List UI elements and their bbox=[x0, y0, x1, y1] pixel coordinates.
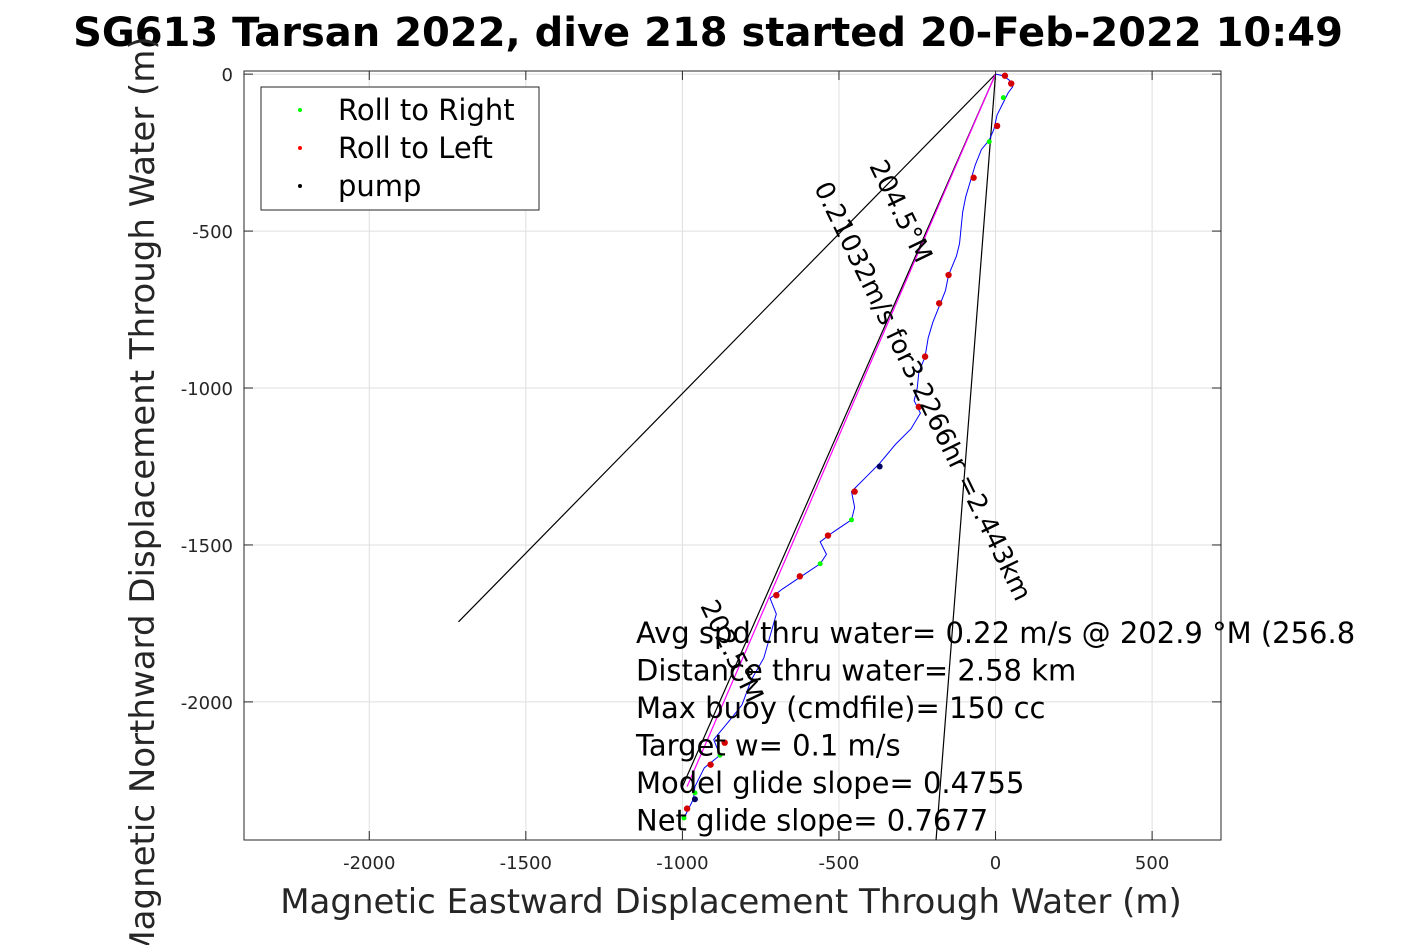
roll-left-point bbox=[945, 271, 952, 279]
roll-right-point bbox=[848, 517, 854, 523]
legend-marker bbox=[298, 184, 302, 188]
y-tick-label: -1500 bbox=[181, 536, 233, 557]
legend-box bbox=[260, 86, 540, 211]
roll-left-point bbox=[921, 353, 929, 360]
x-tick-label: -500 bbox=[819, 853, 860, 874]
reference-line-0 bbox=[458, 73, 996, 623]
roll-right-point bbox=[681, 815, 687, 821]
legend-entry-label: pump bbox=[338, 169, 421, 203]
x-axis-label: Magnetic Eastward Displacement Through W… bbox=[280, 882, 1182, 922]
stats-line-5: Net glide slope= 0.7677 bbox=[636, 804, 988, 838]
glider-track-line bbox=[685, 73, 1014, 816]
roll-left-point bbox=[1007, 80, 1015, 87]
stats-line-0: Avg spd thru water= 0.22 m/s @ 202.9 °M … bbox=[636, 616, 1355, 650]
x-tick-label: -1500 bbox=[500, 853, 552, 874]
x-tick-label: -2000 bbox=[343, 853, 395, 874]
roll-left-point bbox=[993, 122, 1001, 130]
x-tick-label: 500 bbox=[1135, 853, 1169, 874]
roll-left-point bbox=[970, 174, 977, 181]
roll-left-point bbox=[935, 300, 943, 307]
roll-right-point bbox=[717, 752, 723, 758]
roll-left-point bbox=[707, 761, 714, 768]
roll-left-point bbox=[773, 591, 780, 599]
roll-right-point bbox=[986, 139, 992, 145]
roll-left-point bbox=[683, 805, 691, 812]
reference-line-1 bbox=[935, 74, 997, 840]
axes-box bbox=[243, 70, 1222, 841]
stats-line-2: Max buoy (cmdfile)= 150 cc bbox=[636, 691, 1045, 725]
y-tick-label: 0 bbox=[222, 65, 233, 86]
pump-point bbox=[876, 463, 883, 470]
y-tick-label: -2000 bbox=[181, 693, 233, 714]
stats-line-3: Target w= 0.1 m/s bbox=[635, 729, 901, 763]
roll-left-point bbox=[824, 532, 832, 539]
plot-area: 0.21032m/s for3.2266hr =2.443km204.5°M20… bbox=[181, 65, 1355, 874]
roll-left-point bbox=[1001, 72, 1009, 79]
roll-left-point bbox=[915, 403, 923, 411]
roll-right-point bbox=[692, 790, 698, 796]
roll-left-point bbox=[851, 488, 858, 495]
stats-line-4: Model glide slope= 0.4755 bbox=[636, 766, 1024, 800]
roll-right-point bbox=[817, 561, 823, 567]
legend-marker bbox=[298, 146, 302, 150]
reference-line-3 bbox=[686, 73, 997, 787]
chart-title: SG613 Tarsan 2022, dive 218 started 20-F… bbox=[73, 10, 1343, 56]
stats-line-1: Distance thru water= 2.58 km bbox=[636, 654, 1076, 688]
roll-left-point bbox=[721, 739, 728, 746]
roll-left-point bbox=[796, 573, 804, 580]
reference-line-2 bbox=[681, 73, 997, 787]
legend-marker bbox=[298, 108, 302, 112]
legend-entry-label: Roll to Left bbox=[338, 131, 493, 165]
y-tick-label: -500 bbox=[192, 222, 233, 243]
legend: Roll to Right Roll to Left pump bbox=[260, 86, 540, 211]
pump-point bbox=[691, 796, 698, 803]
x-tick-label: -1000 bbox=[656, 853, 708, 874]
legend-entry-label: Roll to Right bbox=[338, 93, 515, 127]
x-tick-label: 0 bbox=[990, 853, 1001, 874]
roll-right-point bbox=[1000, 95, 1006, 101]
y-axis-label: Magnetic Northward Displacement Through … bbox=[123, 36, 163, 945]
y-tick-label: -1000 bbox=[181, 379, 233, 400]
